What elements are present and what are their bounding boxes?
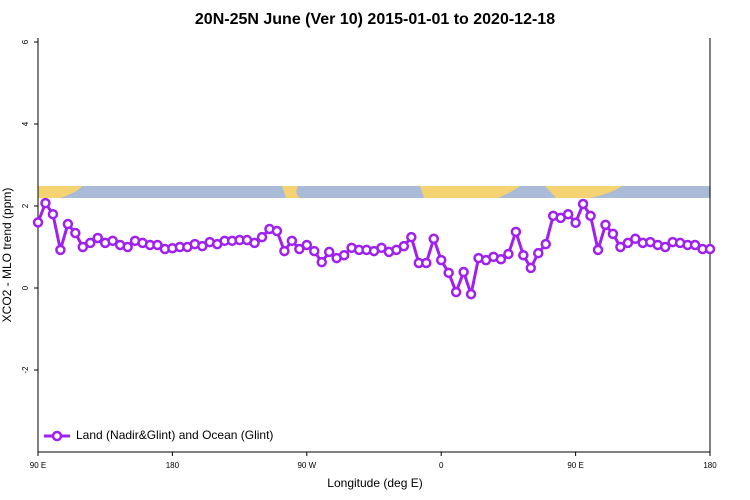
- y-tick-label: 4: [21, 121, 30, 126]
- data-point: [570, 217, 581, 229]
- data-point: [622, 237, 634, 249]
- data-point: [62, 218, 74, 230]
- data-point: [249, 237, 260, 249]
- data-point: [286, 235, 298, 247]
- data-point: [152, 239, 163, 251]
- data-point: [428, 233, 439, 245]
- data-point: [122, 241, 133, 253]
- data-point: [77, 241, 89, 253]
- data-point: [577, 198, 589, 210]
- data-point: [47, 208, 59, 220]
- data-point: [495, 254, 507, 265]
- data-point: [503, 248, 514, 260]
- data-point: [689, 239, 701, 251]
- y-tick-label: 0: [21, 285, 30, 290]
- data-point: [279, 245, 290, 257]
- x-tick-label: 90 E: [30, 461, 46, 470]
- data-point: [40, 197, 51, 209]
- data-point: [271, 225, 283, 237]
- data-point: [197, 240, 208, 252]
- x-axis-label: Longitude (deg E): [327, 476, 422, 490]
- data-point: [540, 238, 551, 250]
- legend-label: Land (Nadir&Glint) and Ocean (Glint): [76, 428, 273, 442]
- data-point: [107, 235, 118, 247]
- data-point: [338, 249, 350, 261]
- y-tick-label: 2: [21, 203, 30, 208]
- y-tick-label: 6: [21, 39, 30, 44]
- data-point: [256, 231, 268, 243]
- data-point: [406, 231, 417, 243]
- data-point: [435, 254, 447, 266]
- data-point: [323, 246, 335, 258]
- ocean-band: [38, 186, 710, 198]
- x-tick-label: 180: [703, 461, 717, 470]
- data-point: [659, 241, 671, 253]
- data-point: [398, 240, 410, 252]
- x-tick-label: 0: [439, 461, 444, 470]
- x-tick-label: 90 W: [297, 461, 316, 470]
- map-strip: [38, 186, 710, 198]
- y-axis-label: XCO2 - MLO trend (ppm): [0, 188, 14, 323]
- land-patch: [38, 186, 82, 198]
- data-point: [421, 257, 432, 269]
- data-point: [294, 243, 305, 255]
- data-point: [92, 232, 103, 244]
- data-point: [533, 247, 544, 259]
- data-point: [630, 233, 641, 245]
- data-point: [562, 208, 574, 220]
- data-point: [615, 241, 626, 253]
- data-point: [443, 267, 454, 279]
- data-point: [301, 239, 313, 251]
- data-point: [518, 249, 529, 261]
- data-point: [309, 245, 320, 257]
- land-patch: [282, 186, 300, 198]
- data-point: [450, 286, 462, 298]
- data-point: [55, 244, 66, 256]
- data-point: [376, 242, 387, 254]
- x-tick-label: 90 E: [567, 461, 583, 470]
- data-point: [607, 228, 619, 240]
- data-point: [585, 210, 596, 222]
- data-point: [592, 244, 604, 256]
- data-point: [316, 256, 327, 268]
- y-tick-label: -2: [21, 366, 30, 374]
- data-point: [525, 262, 537, 274]
- chart-title: 20N-25N June (Ver 10) 2015-01-01 to 2020…: [195, 11, 555, 28]
- data-point: [458, 266, 469, 278]
- data-point: [85, 237, 96, 249]
- data-point: [465, 288, 477, 300]
- x-tick-label: 180: [166, 461, 180, 470]
- data-point: [704, 243, 716, 255]
- legend-marker: [51, 430, 63, 442]
- data-point: [32, 217, 44, 228]
- data-point: [510, 226, 522, 238]
- data-point: [70, 227, 81, 239]
- data-point: [600, 219, 611, 231]
- land-patch: [420, 186, 520, 198]
- land-patch: [545, 186, 622, 198]
